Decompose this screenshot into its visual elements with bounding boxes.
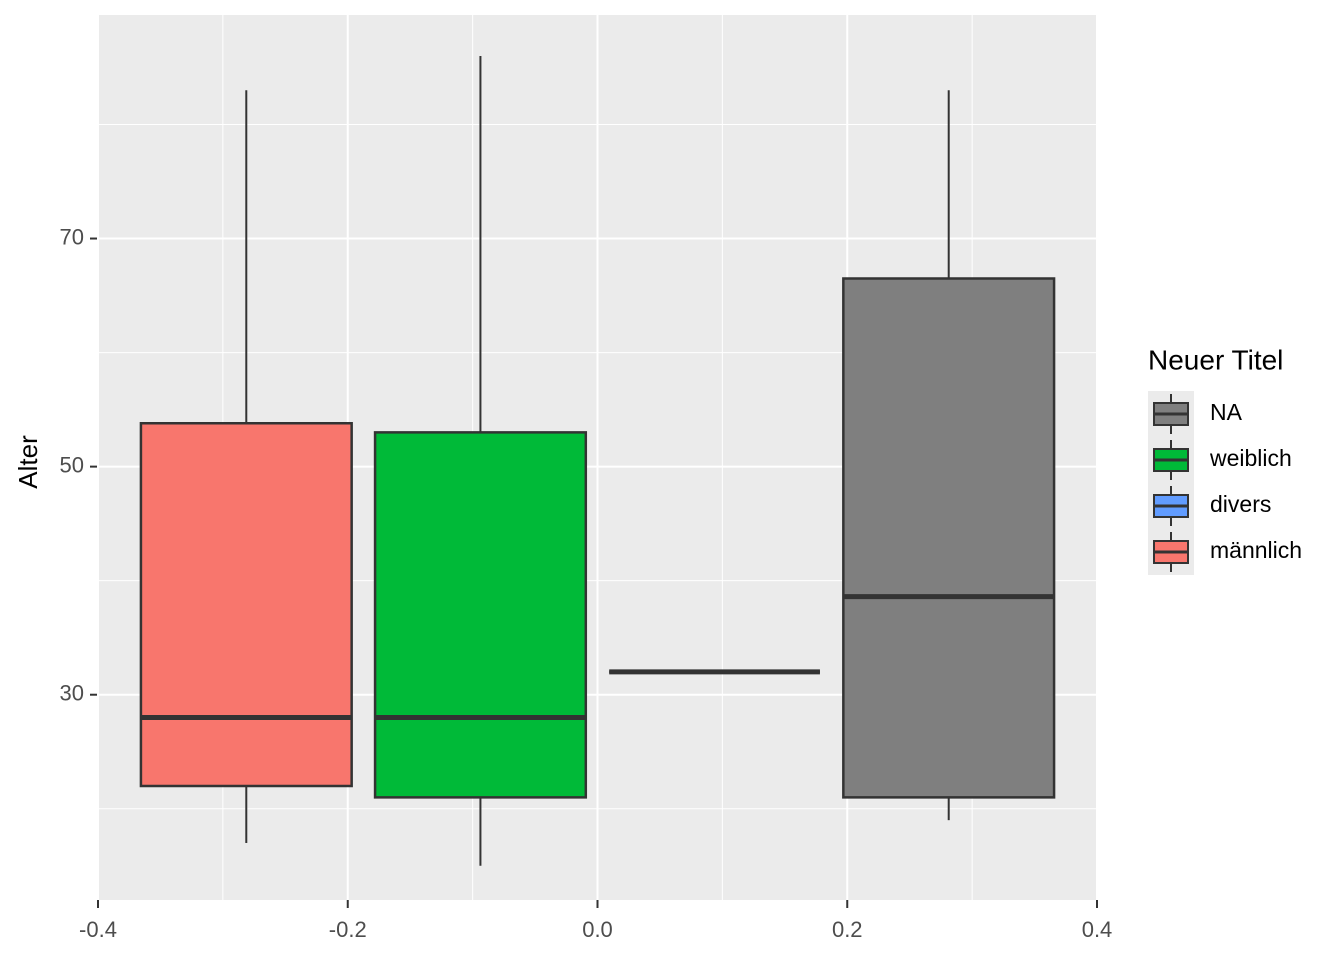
legend-label: divers [1210, 491, 1271, 517]
legend-title: Neuer Titel [1148, 344, 1283, 375]
y-tick-label: 70 [60, 224, 84, 249]
legend-label: männlich [1210, 537, 1302, 563]
box [139, 422, 353, 788]
x-tick-label: 0.2 [832, 917, 863, 942]
x-tick-label: 0.0 [582, 917, 613, 942]
x-tick-label: 0.4 [1082, 917, 1113, 942]
y-axis-label: Alter [13, 435, 43, 489]
legend-label: weiblich [1209, 445, 1292, 471]
x-tick-label: -0.2 [329, 917, 367, 942]
x-tick-label: -0.4 [79, 917, 117, 942]
y-tick-label: 50 [60, 452, 84, 477]
box [842, 277, 1056, 799]
y-tick-label: 30 [60, 681, 84, 706]
legend-label: NA [1210, 399, 1243, 425]
box [373, 431, 588, 799]
